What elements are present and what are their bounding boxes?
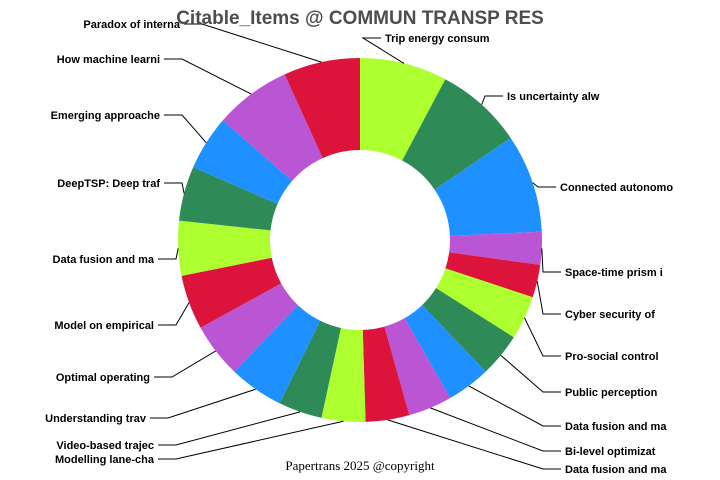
slice-17-deeptsp-deep-traf: [179, 167, 278, 231]
slice-12-video-based-trajec: [279, 320, 341, 418]
leader-line-16: [158, 248, 179, 260]
slice-label-4: Space-time prism i: [565, 267, 663, 279]
slice-5-cyber-security-of: [445, 252, 541, 298]
leader-line-2: [481, 95, 503, 105]
slice-label-1: Trip energy consum: [385, 33, 490, 45]
leader-line-9: [430, 407, 561, 452]
leader-line-6: [524, 317, 561, 357]
copyright-footer: Papertrans 2025 @copyright: [285, 458, 435, 473]
slice-label-17: DeepTSP: Deep traf: [57, 178, 160, 190]
slice-16-data-fusion-and-ma: [178, 220, 272, 276]
slice-3-connected-autonomo: [434, 138, 542, 236]
slice-6-pro-social-control: [436, 268, 533, 338]
slice-label-2: Is uncertainty alw: [507, 91, 600, 103]
slice-label-3: Connected autonomo: [560, 182, 673, 194]
leader-line-12: [158, 411, 301, 446]
slice-label-14: Optimal operating: [56, 372, 150, 384]
slice-label-11: Modelling lane-cha: [55, 454, 155, 466]
leader-line-4: [541, 248, 561, 273]
slices-group: [178, 58, 542, 422]
slice-label-20: Paradox of interna: [83, 19, 180, 31]
slice-label-8: Data fusion and ma: [565, 421, 667, 433]
chart-title: Citable_Items @ COMMUN TRANSP RES: [176, 8, 544, 29]
slice-label-13: Understanding trav: [45, 413, 147, 425]
leader-line-3: [532, 182, 556, 188]
leader-line-10: [387, 419, 561, 470]
leader-line-20: [184, 23, 322, 63]
slice-15-model-on-empirical: [181, 257, 282, 328]
slice-11-modelling-lane-cha: [321, 327, 366, 422]
slice-14-optimal-operating: [200, 283, 298, 372]
slice-19-how-machine-learni: [222, 74, 323, 181]
slice-10-data-fusion-and-ma: [362, 326, 410, 422]
slice-18-emerging-approache: [193, 120, 293, 204]
leader-line-14: [154, 350, 217, 378]
leader-line-17: [164, 182, 185, 194]
slice-2-is-uncertainty-alw: [402, 79, 511, 190]
slice-1-trip-energy-consum: [360, 58, 446, 161]
slice-label-7: Public perception: [565, 387, 658, 399]
leader-line-5: [536, 281, 561, 315]
slice-label-12: Video-based trajec: [56, 440, 154, 452]
leader-lines-group: [150, 23, 561, 470]
leader-line-19: [164, 58, 252, 95]
slice-13-understanding-trav: [234, 305, 321, 404]
slice-9-bi-level-optimizat: [384, 318, 451, 416]
slice-label-10: Data fusion and ma: [565, 464, 667, 476]
leader-line-15: [158, 302, 190, 326]
leader-line-7: [500, 354, 561, 393]
slice-label-15: Model on empirical: [54, 320, 154, 332]
slice-20-paradox-of-interna: [284, 58, 360, 159]
slice-7-public-perception: [422, 288, 514, 372]
leader-line-18: [164, 114, 207, 143]
slice-labels-group: Trip energy consum Is uncertainty alw Conn…: [45, 19, 673, 476]
slice-label-9: Bi-level optimizat: [565, 446, 656, 458]
leader-line-11: [158, 420, 344, 460]
leader-line-8: [468, 385, 561, 427]
slice-label-5: Cyber security of: [565, 309, 655, 321]
slice-label-19: How machine learni: [57, 54, 160, 66]
slice-label-16: Data fusion and ma: [53, 254, 155, 266]
leader-line-1: [361, 37, 405, 64]
slice-8-data-fusion-and-ma: [404, 305, 486, 399]
slice-label-18: Emerging approache: [51, 110, 160, 122]
leader-line-13: [150, 388, 256, 419]
slice-4-space-time-prism-i: [449, 231, 542, 265]
slice-label-6: Pro-social control: [565, 351, 659, 363]
